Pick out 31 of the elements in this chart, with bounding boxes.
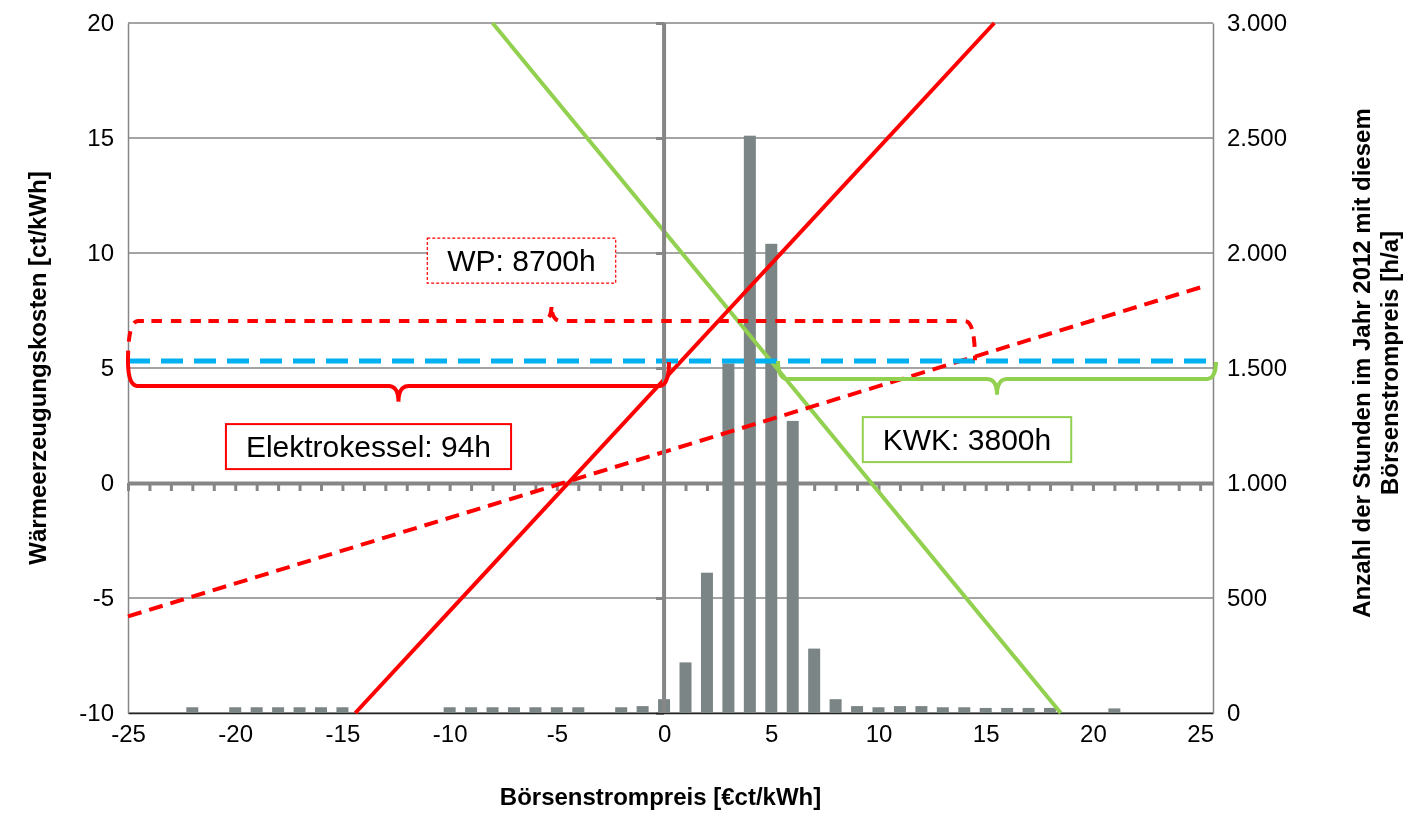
x-tick-label: -20 bbox=[218, 720, 254, 748]
x-tick-label: -5 bbox=[546, 720, 569, 748]
y-tick-label: 15 bbox=[87, 124, 114, 152]
y-tick-label: 20 bbox=[87, 9, 114, 37]
y2-tick-label: 1.500 bbox=[1227, 354, 1288, 382]
annotation: Elektrokessel: 94h bbox=[245, 430, 492, 464]
y2-tick-label: 500 bbox=[1227, 584, 1268, 612]
y-axis-title: Wärmeerzeugungskosten [ct/kWh] bbox=[24, 171, 51, 565]
x-tick-label: -10 bbox=[432, 720, 468, 748]
x-tick-label: 5 bbox=[765, 720, 779, 748]
y-tick-label: 10 bbox=[87, 239, 114, 267]
x-tick-label: -15 bbox=[325, 720, 361, 748]
x-tick-label: 25 bbox=[1187, 720, 1214, 748]
y-tick-label: 5 bbox=[100, 354, 114, 382]
annotation: KWK: 3800h bbox=[882, 423, 1052, 457]
y2-tick-label: 3.000 bbox=[1227, 9, 1288, 37]
x-tick-label: 20 bbox=[1080, 720, 1107, 748]
y-tick-label: 0 bbox=[100, 469, 114, 497]
y-tick-label: -10 bbox=[79, 699, 114, 727]
y2-tick-label: 2.500 bbox=[1227, 124, 1288, 152]
annotation: WP: 8700h bbox=[447, 244, 596, 278]
y2-tick-label: 2.000 bbox=[1227, 239, 1288, 267]
y2-tick-label: 1.000 bbox=[1227, 469, 1288, 497]
x-tick-label: 10 bbox=[865, 720, 893, 748]
x-tick-label: -25 bbox=[111, 720, 146, 748]
y2-tick-label: 0 bbox=[1227, 699, 1241, 727]
x-tick-label: 15 bbox=[972, 720, 1000, 748]
x-axis-title: Börsenstrompreis [€ct/kWh] bbox=[499, 783, 822, 810]
y2-axis-title: Anzahl der Stunden im Jahr 2012 mit diesem Börsenstrompreis [h/a] bbox=[1348, 108, 1403, 618]
y-tick-label: -5 bbox=[92, 584, 114, 612]
x-tick-label: 0 bbox=[657, 720, 672, 748]
